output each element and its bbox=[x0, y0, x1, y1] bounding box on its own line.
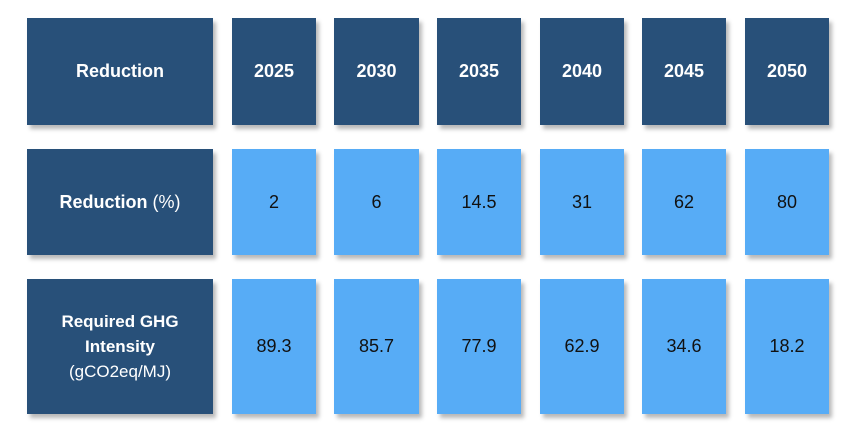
reduction-value-2045: 62 bbox=[673, 191, 695, 212]
reduction-value-2035: 14.5 bbox=[461, 191, 497, 212]
reduction-label-main: Reduction bbox=[59, 191, 148, 212]
ghg-label-line1: Required GHG bbox=[61, 312, 179, 331]
header-label-cell: Reduction bbox=[27, 18, 213, 125]
year-2030-header: 2030 bbox=[356, 61, 397, 81]
ghg-value-cell: 34.6 bbox=[642, 279, 726, 414]
ghg-value-2030: 85.7 bbox=[358, 336, 395, 356]
year-2035-header: 2035 bbox=[458, 61, 500, 81]
ghg-value-2050: 18.2 bbox=[769, 336, 805, 356]
reduction-value-cell: 80 bbox=[745, 149, 829, 255]
reduction-value-cell: 31 bbox=[540, 149, 624, 255]
year-header-cell: 2035 bbox=[437, 18, 521, 125]
year-header-cell: 2030 bbox=[334, 18, 419, 125]
reduction-value-2050: 80 bbox=[776, 191, 798, 212]
reduction-label-unit: (%) bbox=[152, 191, 181, 212]
header-label: Reduction bbox=[76, 61, 164, 81]
reduction-value-cell: 62 bbox=[642, 149, 726, 255]
year-header-cell: 2050 bbox=[745, 18, 829, 125]
reduction-value-cell: 2 bbox=[232, 149, 316, 255]
year-2045-header: 2045 bbox=[663, 61, 705, 81]
year-2025-header: 2025 bbox=[253, 61, 295, 81]
year-header-cell: 2040 bbox=[540, 18, 624, 125]
year-2050-header: 2050 bbox=[766, 61, 808, 81]
reduction-value-2040: 31 bbox=[571, 191, 593, 212]
ghg-value-cell: 77.9 bbox=[437, 279, 521, 414]
year-2040-header: 2040 bbox=[561, 61, 603, 81]
ghg-value-2035: 77.9 bbox=[461, 336, 497, 356]
ghg-value-2025: 89.3 bbox=[256, 336, 292, 356]
ghg-value-cell: 62.9 bbox=[540, 279, 624, 414]
ghg-value-2040: 62.9 bbox=[564, 336, 600, 356]
reduction-row-label: Reduction (%) bbox=[59, 192, 180, 213]
ghg-label-unit: (gCO2eq/MJ) bbox=[68, 362, 172, 381]
ghg-value-cell: 18.2 bbox=[745, 279, 829, 414]
year-header-cell: 2025 bbox=[232, 18, 316, 125]
reduction-value-cell: 6 bbox=[334, 149, 419, 255]
ghg-value-cell: 89.3 bbox=[232, 279, 316, 414]
ghg-label-line2: Intensity bbox=[85, 337, 155, 356]
ghg-value-2045: 34.6 bbox=[666, 336, 702, 356]
reduction-row-label-cell: Reduction (%) bbox=[27, 149, 213, 255]
reduction-value-2025: 2 bbox=[268, 191, 279, 212]
reduction-value-2030: 6 bbox=[371, 191, 382, 212]
ghg-row-label-cell: Required GHG Intensity (gCO2eq/MJ) bbox=[27, 279, 213, 414]
year-header-cell: 2045 bbox=[642, 18, 726, 125]
ghg-value-cell: 85.7 bbox=[334, 279, 419, 414]
reduction-value-cell: 14.5 bbox=[437, 149, 521, 255]
